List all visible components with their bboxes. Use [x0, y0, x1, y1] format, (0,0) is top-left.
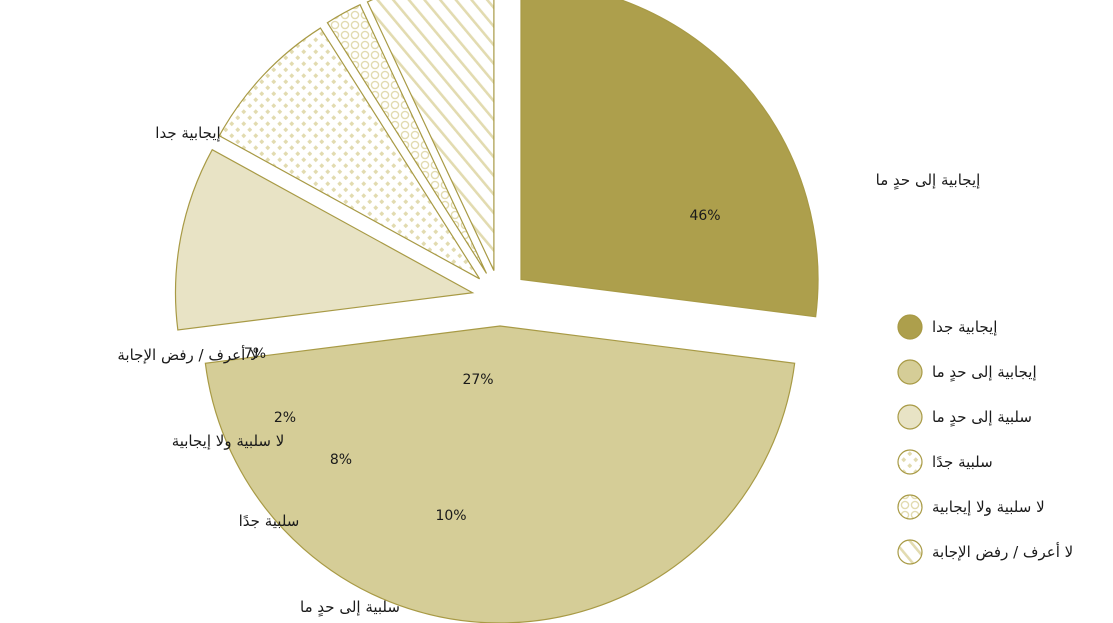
legend-label: إيجابية جدا	[932, 318, 997, 336]
slice-percent-label: 7%	[244, 346, 266, 362]
slice-percent-label: 2%	[274, 410, 296, 426]
slice-category-label: لا سلبية ولا إيجابية	[172, 432, 285, 450]
slice-category-label: سلبية جدًا	[239, 512, 300, 530]
slice-percent-label: 10%	[435, 508, 466, 524]
slice-percent-label: 46%	[689, 208, 720, 224]
slice-category-label: سلبية إلى حدٍ ما	[300, 598, 400, 617]
pie-slice-3	[174, 148, 475, 331]
legend-label: لا سلبية ولا إيجابية	[932, 498, 1045, 516]
pie-slice-6	[366, 0, 495, 271]
legend-swatch	[897, 359, 923, 385]
legend-swatch	[897, 314, 923, 340]
pie-slice-1	[520, 0, 819, 318]
slice-percent-label: 8%	[330, 452, 352, 468]
legend-swatch	[897, 494, 923, 520]
legend: إيجابية جدا إيجابية إلى حدٍ ما سلبية إلى ح…	[897, 314, 1073, 565]
slice-category-label: لا أعرف / رفض الإجابة	[117, 345, 258, 364]
pie-slice-2	[204, 325, 796, 623]
pie-slice-4	[218, 27, 481, 280]
slice-category-label: إيجابية جدا	[155, 124, 220, 142]
slice-percent-label: 27%	[462, 372, 493, 388]
legend-swatch	[897, 539, 923, 565]
legend-label: إيجابية إلى حدٍ ما	[932, 363, 1037, 382]
legend-label: سلبية جدًا	[932, 453, 993, 471]
slice-category-label: إيجابية إلى حدٍ ما	[876, 171, 981, 190]
legend-label: لا أعرف / رفض الإجابة	[932, 542, 1073, 561]
legend-swatch	[897, 404, 923, 430]
pie-slice-5	[326, 3, 488, 274]
legend-label: سلبية إلى حدٍ ما	[932, 408, 1032, 427]
slice-labels: 27% إيجابية جدا 46% إيجابية إلى حدٍ ما 10% سل…	[117, 124, 980, 617]
pie-slices	[174, 0, 819, 623]
legend-swatch	[897, 449, 923, 475]
